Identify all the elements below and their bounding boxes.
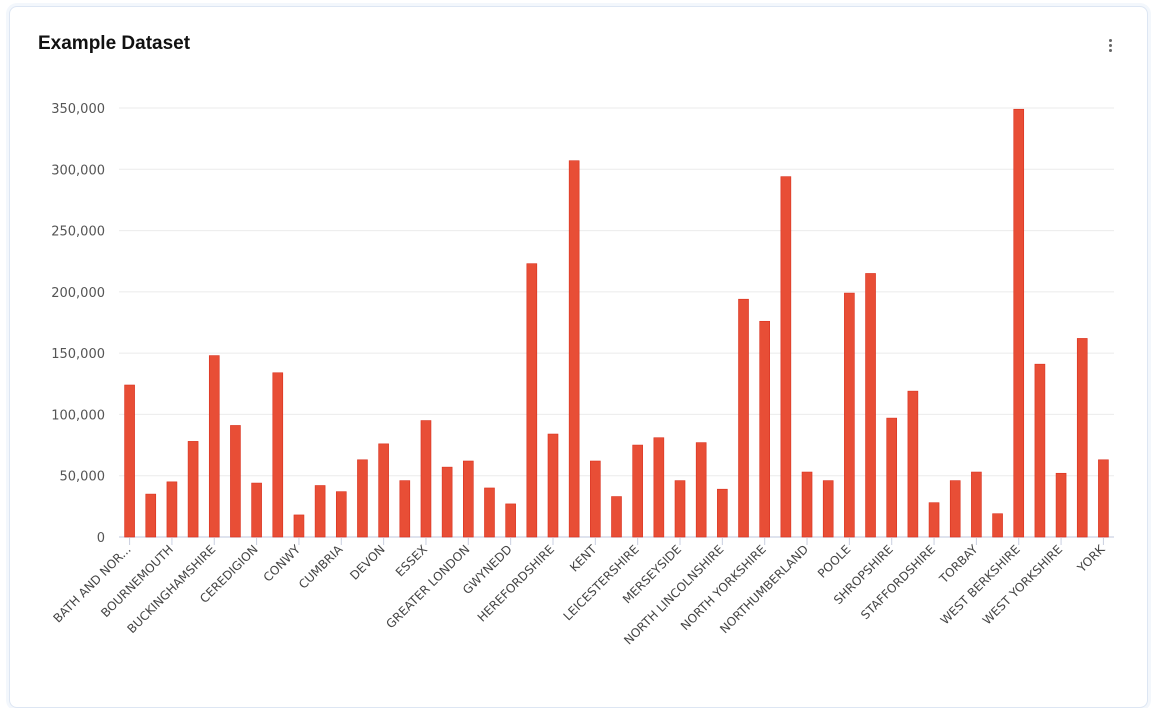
x-tick-label: DEVON (347, 542, 387, 582)
bar (378, 443, 389, 538)
bar (1098, 459, 1109, 538)
y-tick-label: 100,000 (51, 408, 105, 423)
x-tick-label: CONWY (261, 542, 304, 585)
bar (611, 496, 622, 538)
bar (717, 488, 728, 538)
x-tick-label: WEST BERKSHIRE (938, 542, 1023, 627)
bar (441, 466, 453, 538)
bar (399, 480, 411, 538)
bar (526, 263, 538, 538)
bar (272, 372, 284, 538)
y-tick-label: 350,000 (51, 102, 105, 117)
bar (124, 384, 135, 538)
bar (230, 425, 241, 538)
bar (971, 471, 982, 538)
x-tick-label: ESSEX (393, 542, 430, 579)
bar (844, 292, 855, 538)
bar (653, 437, 665, 538)
x-tick-label: WEST YORKSHIRE (980, 542, 1065, 627)
bar (547, 433, 559, 538)
bar (484, 487, 495, 538)
bar (314, 485, 326, 538)
x-tick-label: POOLE (815, 542, 853, 580)
bar (674, 480, 686, 538)
bar (780, 176, 792, 538)
more-vertical-icon[interactable] (1102, 35, 1118, 55)
y-tick-label: 50,000 (60, 470, 106, 485)
x-tick-label: CUMBRIA (296, 542, 346, 592)
bar (759, 320, 770, 538)
bar (1076, 338, 1088, 538)
bar (187, 441, 199, 538)
x-tick-label: BOURNEMOUTH (98, 542, 176, 620)
x-tick-label: HEREFORDSHIRE (475, 542, 557, 624)
bar (992, 513, 1003, 538)
bar (357, 459, 368, 538)
bar (865, 273, 876, 538)
bar (208, 355, 220, 538)
bar (335, 491, 347, 538)
y-tick-label: 300,000 (51, 163, 105, 178)
bar (886, 417, 898, 538)
x-tick-label: STAFFORDSHIRE (858, 542, 938, 622)
bar (822, 480, 834, 538)
y-tick-label: 200,000 (51, 286, 105, 301)
bar (928, 502, 940, 538)
bar (420, 420, 432, 538)
x-tick-label: LEICESTERSHIRE (561, 542, 642, 623)
bar (568, 160, 580, 538)
bar (590, 460, 601, 538)
bar (949, 480, 961, 538)
bar (251, 482, 262, 538)
bar-chart: 0 50,000 100,000 150,000 200,000 250,000 300,0… (50, 102, 1114, 647)
bar (505, 503, 516, 538)
chart-title: Example Dataset (38, 33, 191, 54)
bar (907, 390, 919, 538)
bar (695, 442, 707, 538)
bar (801, 471, 813, 538)
y-tick-label: 0 (97, 531, 105, 546)
x-tick-label: BATH AND NOR... (50, 542, 133, 625)
x-tick-label: YORK (1074, 541, 1108, 575)
bar (738, 298, 749, 538)
bar (1055, 472, 1067, 538)
bar (463, 460, 474, 538)
y-tick-label: 150,000 (51, 347, 105, 362)
bar (632, 444, 643, 538)
bar (166, 481, 178, 538)
y-tick-label: 250,000 (51, 225, 105, 240)
bar (1034, 363, 1046, 538)
bar (293, 514, 305, 538)
bar (1013, 108, 1025, 538)
bar (145, 493, 157, 538)
x-tick-label: KENT (567, 542, 600, 575)
